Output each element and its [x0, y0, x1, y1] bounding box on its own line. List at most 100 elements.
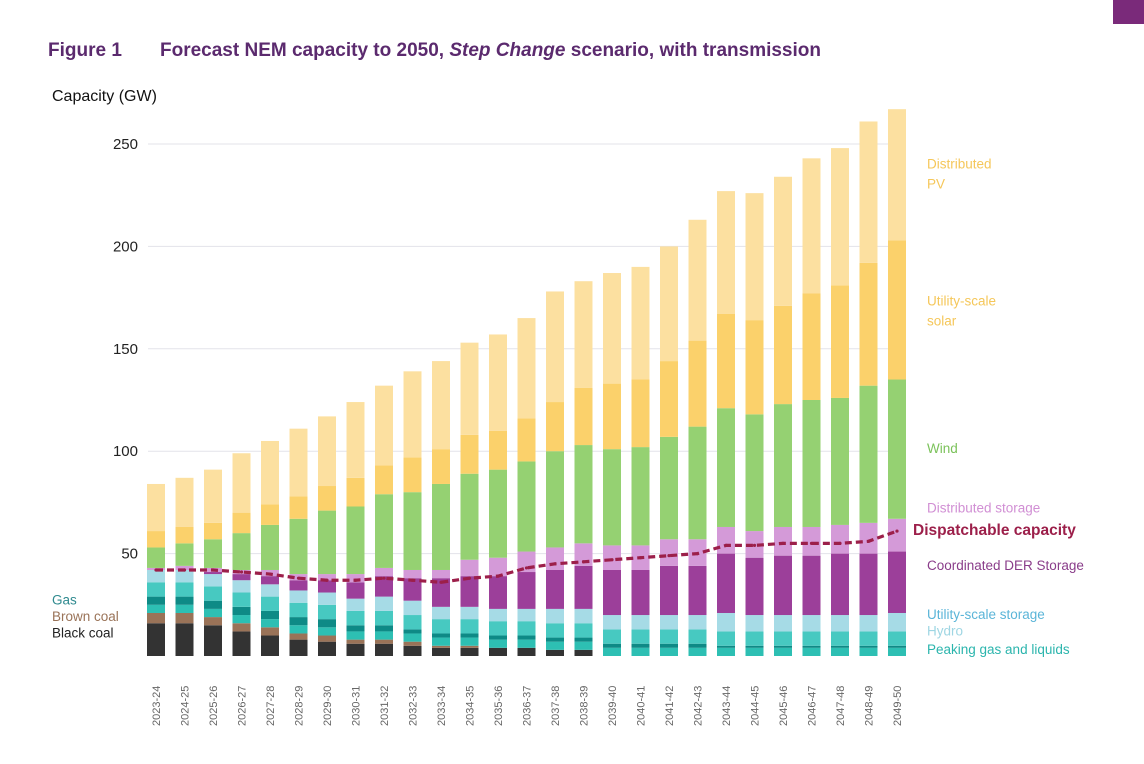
- bar-segment-black-coal: [175, 623, 194, 656]
- y-axis-label: Capacity (GW): [52, 88, 157, 105]
- bar-segment-hydro: [204, 586, 222, 601]
- bar-segment-utility-scale-storage: [204, 574, 222, 587]
- bar-segment-coordinated-der-storage: [289, 580, 308, 591]
- bar-segment-hydro: [888, 631, 906, 646]
- axis-layer: 50 100 150 200 250 Capacity (GW) 2023-24 2024-2…: [52, 88, 904, 726]
- bar-segment-distributed-storage: [888, 518, 906, 552]
- bar-segment-peaking-gas-and-liquids: [631, 647, 650, 656]
- legend-label-dispatchable-capacity: Dispatchable capacity: [913, 522, 1076, 539]
- bar-segment-wind: [603, 449, 621, 546]
- dispatchable-point: [182, 568, 187, 572]
- bar-segment-distributed-pv: [318, 416, 336, 487]
- legend-label-black-coal: Black coal: [52, 625, 114, 640]
- bar-segment-utility-scale-solar: [489, 430, 507, 470]
- bar-segment-wind: [831, 397, 849, 525]
- bar-segment-distributed-pv: [859, 121, 878, 263]
- bar-segment-utility-scale-storage: [660, 615, 678, 630]
- bar-segment-coordinated-der-storage: [517, 572, 536, 609]
- bar-segment-peaking-gas-and-liquids: [204, 608, 222, 618]
- bar-segment-gas: [546, 637, 564, 642]
- bar-segment-wind: [375, 494, 393, 568]
- bar-segment-utility-scale-solar: [232, 512, 251, 534]
- x-tick-label: 2037-38: [550, 686, 562, 726]
- bar-segment-distributed-pv: [175, 477, 194, 527]
- x-tick-label: 2034-35: [465, 686, 477, 726]
- bar-segment-black-coal: [517, 647, 536, 656]
- bar-segment-coordinated-der-storage: [574, 565, 593, 609]
- x-tick-label: 2042-43: [693, 686, 705, 726]
- bar-segment-utility-scale-solar: [175, 526, 194, 544]
- bar-segment-utility-scale-storage: [346, 598, 365, 611]
- x-tick-label: 2023-24: [151, 686, 163, 726]
- bar-segment-coordinated-der-storage: [745, 557, 764, 616]
- bar-segment-utility-scale-solar: [831, 285, 849, 398]
- bar-segment-peaking-gas-and-liquids: [489, 639, 507, 648]
- bar-segment-distributed-pv: [232, 453, 251, 513]
- dispatchable-point: [325, 578, 329, 582]
- bar-segment-gas: [717, 645, 735, 648]
- bar-segment-utility-scale-solar: [631, 379, 650, 448]
- bar-segment-utility-scale-solar: [517, 418, 536, 462]
- bar-segment-distributed-storage: [859, 522, 878, 554]
- bar-segment-distributed-pv: [460, 342, 479, 435]
- dispatchable-point: [809, 541, 814, 545]
- figure-title-part2: scenario, with transmission: [565, 40, 821, 61]
- bar-segment-distributed-pv: [631, 266, 650, 380]
- bar-segment-brown-coal: [261, 627, 279, 636]
- x-tick-label: 2031-32: [379, 686, 391, 726]
- bar-segment-distributed-pv: [432, 361, 450, 450]
- bar-segment-utility-scale-storage: [289, 590, 308, 603]
- bar-segment-utility-scale-solar: [660, 361, 678, 437]
- x-tick-label: 2044-45: [750, 686, 762, 726]
- bar-segment-gas: [346, 625, 365, 632]
- figure-label: Figure 1: [48, 40, 122, 61]
- bar-segment-wind: [774, 404, 792, 527]
- bar-segment-wind: [745, 414, 764, 532]
- bar-segment-hydro: [489, 621, 507, 636]
- legend-label-brown-coal: Brown coal: [52, 609, 119, 624]
- dispatchable-point: [752, 543, 757, 548]
- y-tick-label: 50: [121, 546, 138, 563]
- bar-segment-distributed-pv: [831, 148, 849, 286]
- bar-segment-gas: [147, 596, 165, 605]
- dispatchable-point: [866, 539, 871, 543]
- bar-segment-black-coal: [204, 625, 222, 656]
- bar-segment-black-coal: [147, 623, 165, 656]
- bar-segment-peaking-gas-and-liquids: [660, 647, 678, 656]
- x-tick-label: 2046-47: [807, 686, 819, 726]
- legend-label-gas: Gas: [52, 593, 77, 608]
- bar-segment-hydro: [831, 631, 849, 646]
- dispatchable-capacity-line: [156, 529, 898, 584]
- y-tick-label: 150: [113, 341, 138, 358]
- bar-segment-wind: [261, 524, 279, 570]
- bar-segment-peaking-gas-and-liquids: [574, 641, 593, 650]
- dispatchable-point: [268, 572, 272, 576]
- bar-segment-peaking-gas-and-liquids: [888, 647, 906, 656]
- bar-segment-coordinated-der-storage: [688, 565, 707, 616]
- bar-segment-coordinated-der-storage: [603, 569, 621, 616]
- bar-segment-wind: [460, 473, 479, 560]
- bar-segment-black-coal: [232, 631, 251, 656]
- bar-segment-distributed-pv: [888, 109, 906, 241]
- bar-segment-peaking-gas-and-liquids: [289, 625, 308, 634]
- bar-segment-utility-scale-solar: [774, 305, 792, 405]
- x-tick-label: 2047-48: [835, 686, 847, 726]
- x-tick-label: 2049-50: [892, 686, 904, 726]
- bar-segment-brown-coal: [432, 645, 450, 648]
- bar-segment-brown-coal: [460, 645, 479, 648]
- bar-segment-peaking-gas-and-liquids: [688, 647, 707, 656]
- dispatchable-point: [467, 576, 472, 580]
- bar-segment-coordinated-der-storage: [489, 576, 507, 609]
- bar-segment-utility-scale-storage: [432, 606, 450, 620]
- bar-segment-gas: [175, 596, 194, 605]
- bar-segment-peaking-gas-and-liquids: [232, 615, 251, 624]
- bar-segment-coordinated-der-storage: [888, 551, 906, 613]
- bar-segment-utility-scale-solar: [603, 383, 621, 450]
- bar-segment-distributed-pv: [403, 371, 422, 458]
- bar-segment-gas: [289, 617, 308, 626]
- bar-segment-hydro: [546, 623, 564, 638]
- dispatchable-point: [695, 552, 700, 556]
- legend-label-wind: Wind: [927, 441, 958, 456]
- bar-segment-coordinated-der-storage: [375, 576, 393, 597]
